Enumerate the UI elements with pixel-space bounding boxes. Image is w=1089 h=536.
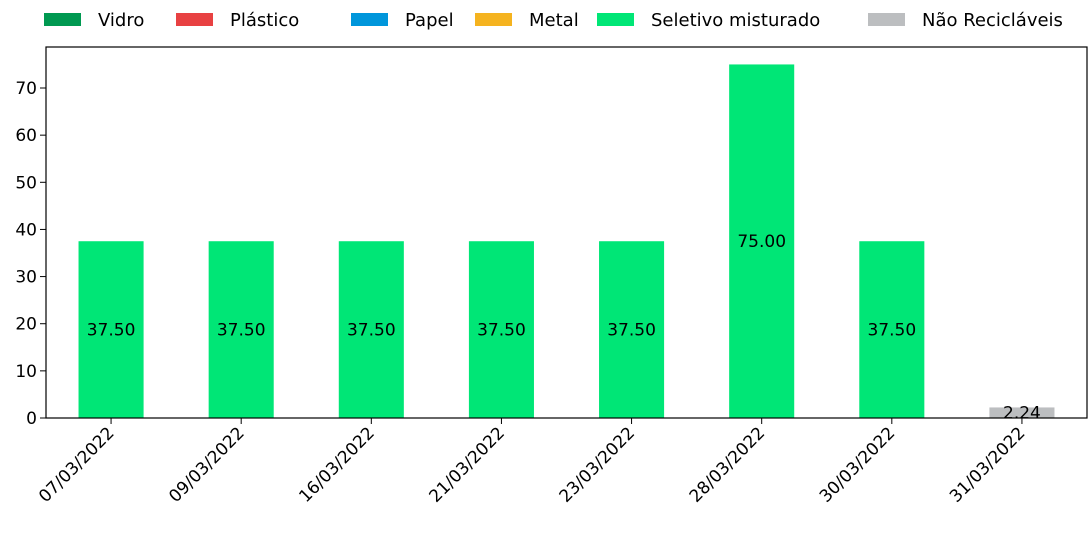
legend-label: Metal [529, 10, 579, 31]
y-tick-label: 20 [15, 315, 37, 335]
y-tick-label: 10 [15, 362, 37, 382]
data-label: 75.00 [737, 232, 786, 252]
data-label: 2.24 [1003, 404, 1041, 424]
bar-1-series-4 [208, 241, 274, 418]
legend-swatch [597, 13, 634, 26]
x-tick-label: 09/03/2022 [165, 423, 248, 506]
y-tick-label: 60 [15, 126, 37, 146]
y-tick-label: 50 [15, 173, 37, 193]
legend-item: Metal [475, 10, 579, 31]
data-label: 37.50 [87, 321, 136, 341]
legend-swatch [475, 13, 512, 26]
x-tick-label: 16/03/2022 [295, 423, 378, 506]
legend-label: Seletivo misturado [651, 10, 820, 31]
y-tick-label: 30 [15, 268, 37, 288]
axes-frame [45, 46, 1088, 419]
legend-item: Não Recicláveis [868, 10, 1063, 31]
legend-item: Papel [351, 10, 454, 31]
bar-4-series-4 [599, 241, 665, 418]
legend-label: Papel [405, 10, 454, 31]
legend-item: Plástico [176, 10, 299, 31]
legend-item: Vidro [44, 10, 144, 31]
x-axis: 07/03/2022 09/03/2022 16/03/2022 21/03/2022… [35, 418, 1029, 507]
bars [78, 64, 1055, 418]
legend-swatch [351, 13, 388, 26]
x-tick-label: 31/03/2022 [946, 423, 1029, 506]
x-tick-label: 21/03/2022 [426, 423, 509, 506]
data-label: 37.50 [347, 321, 396, 341]
bar-2-series-4 [338, 241, 404, 418]
legend-swatch [868, 13, 905, 26]
bar-7-series-5 [989, 407, 1055, 418]
bar-3-series-4 [468, 241, 534, 418]
x-tick-label: 30/03/2022 [816, 423, 899, 506]
legend-label: Vidro [98, 10, 144, 31]
legend-label: Plástico [230, 10, 299, 31]
bar-5-series-4 [729, 64, 795, 418]
y-tick-label: 40 [15, 220, 37, 240]
y-tick-label: 70 [15, 79, 37, 99]
data-label: 37.50 [867, 321, 916, 341]
x-tick-label: 28/03/2022 [686, 423, 769, 506]
bar-6-series-4 [859, 241, 925, 418]
legend-swatch [176, 13, 213, 26]
bar-0-series-4 [78, 241, 144, 418]
legend-item: Seletivo misturado [597, 10, 820, 31]
legend-label: Não Recicláveis [922, 10, 1063, 31]
y-tick-label: 0 [26, 409, 37, 429]
plot-frame [45, 46, 1088, 419]
legend: Vidro Plástico Papel Metal Seletivo misturad… [44, 10, 1063, 31]
y-axis: 0 10 20 30 40 50 60 70 [15, 79, 46, 429]
data-labels: 37.50 37.50 37.50 37.50 37.50 75.00 37.50 2.24 [87, 232, 1041, 423]
legend-swatch [44, 13, 81, 26]
data-label: 37.50 [607, 321, 656, 341]
x-tick-label: 23/03/2022 [556, 423, 639, 506]
data-label: 37.50 [477, 321, 526, 341]
x-tick-label: 07/03/2022 [35, 423, 118, 506]
data-label: 37.50 [217, 321, 266, 341]
